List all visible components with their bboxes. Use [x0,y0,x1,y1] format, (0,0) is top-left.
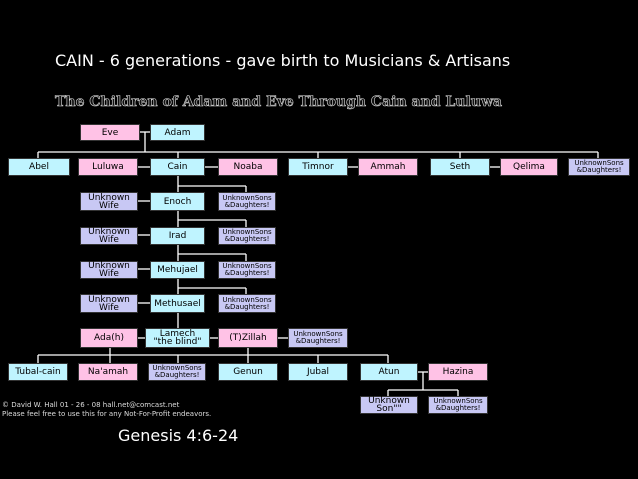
person-node: Na'amah [78,363,138,381]
person-node: Genun [218,363,278,381]
person-node: Tubal-cain [8,363,68,381]
person-node: Irad [150,227,205,245]
person-node: Abel [8,158,70,176]
person-node: Ada(h) [80,328,138,348]
person-node: Enoch [150,192,205,211]
person-node: Unknown Wife [80,261,138,279]
person-node: UnknownSons &Daughters! [428,396,488,414]
person-node: Unknown Wife [80,192,138,211]
person-node: Atun [360,363,418,381]
person-node: Timnor [288,158,348,176]
person-node: Lamech "the blind" [145,328,210,348]
person-node: Adam [150,124,205,141]
title: CAIN - 6 generations - gave birth to Mus… [55,51,511,70]
person-node: UnknownSons &Daughters! [218,192,276,211]
person-node: Ammah [358,158,418,176]
person-node: Jubal [288,363,348,381]
person-node: Qelima [500,158,558,176]
person-node: UnknownSons &Daughters! [218,227,276,245]
person-node: Unknown Wife [80,294,138,313]
person-node: UnknownSons &Daughters! [148,363,206,381]
person-node: UnknownSons &Daughters! [218,294,276,313]
person-node: Cain [150,158,205,176]
person-node: Unknown Son"" [360,396,418,414]
person-node: Eve [80,124,140,141]
person-node: Mehujael [150,261,205,279]
person-node: Unknown Wife [80,227,138,245]
reference: Genesis 4:6-24 [118,426,239,445]
person-node: Luluwa [78,158,138,176]
person-node: Noaba [218,158,278,176]
credit: © David W. Hall 01 - 26 - 08 hall.net@co… [2,401,180,409]
subtitle: The Children of Adam and Eve Through Cai… [55,94,503,111]
person-node: Seth [430,158,490,176]
person-node: UnknownSons &Daughters! [218,261,276,279]
note: Please feel free to use this for any Not… [2,410,212,418]
person-node: Hazina [428,363,488,381]
person-node: (T)Zillah [218,328,278,348]
person-node: Methusael [150,294,205,313]
person-node: UnknownSons &Daughters! [288,328,348,348]
person-node: UnknownSons &Daughters! [568,158,630,176]
